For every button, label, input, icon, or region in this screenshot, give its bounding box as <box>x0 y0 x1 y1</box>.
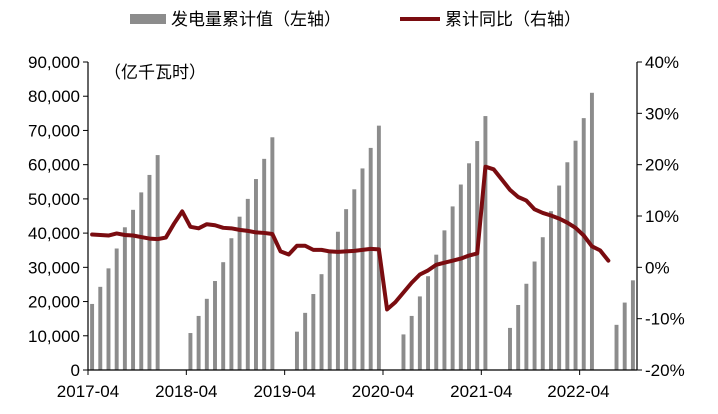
bar <box>467 163 471 370</box>
bar <box>303 312 308 370</box>
bar <box>155 155 160 370</box>
right-axis-tick-label: 10% <box>645 207 679 226</box>
line-series <box>90 164 611 312</box>
bar <box>524 283 529 370</box>
bar <box>458 184 463 370</box>
bar <box>98 286 103 370</box>
bar <box>483 116 488 370</box>
left-axis-tick-label: 40,000 <box>28 224 80 243</box>
bar <box>630 280 635 370</box>
x-axis-tick-label: 2017-04 <box>57 382 119 401</box>
bar <box>327 252 332 370</box>
line-path <box>90 164 611 312</box>
bar <box>245 198 250 370</box>
bar <box>319 274 324 370</box>
bar-series <box>90 92 635 371</box>
bar <box>311 294 316 370</box>
bar <box>294 331 299 370</box>
bar <box>622 302 627 370</box>
bar <box>270 137 275 370</box>
bar <box>139 192 144 370</box>
bar <box>426 276 431 370</box>
left-axis-tick-label: 0 <box>71 361 80 380</box>
right-axis-tick-label: 30% <box>645 104 679 123</box>
bar <box>360 168 365 370</box>
bar <box>532 261 537 370</box>
bar <box>581 118 586 371</box>
unit-label: （亿千瓦时） <box>104 63 206 83</box>
x-axis-tick-label: 2020-04 <box>352 382 414 401</box>
left-axis-tick-label: 60,000 <box>28 156 80 175</box>
bar <box>262 158 267 370</box>
right-axis-tick-label: -10% <box>645 310 685 329</box>
right-axis-tick-label: 40% <box>645 53 679 72</box>
bar <box>221 262 226 370</box>
bar <box>573 140 578 370</box>
bar <box>335 231 340 370</box>
bar <box>434 254 439 370</box>
bar <box>565 162 570 370</box>
x-axis-tick-label: 2019-04 <box>253 382 315 401</box>
left-axis-tick-label: 70,000 <box>28 121 80 140</box>
left-axis-tick-label: 30,000 <box>28 258 80 277</box>
bar <box>213 281 217 370</box>
bar <box>442 230 447 370</box>
axes: 0 10,000 20,000 30,000 40,000 50,000 60,000 70,… <box>28 53 685 401</box>
bar <box>368 147 373 370</box>
legend-label-line: 累计同比（右轴） <box>445 10 581 30</box>
bar <box>557 185 562 370</box>
left-axis-tick-label: 10,000 <box>28 327 80 346</box>
bar <box>237 216 242 370</box>
bar <box>131 209 136 370</box>
bar <box>204 298 209 370</box>
right-axis-tick-label: -20% <box>645 361 685 380</box>
bar <box>229 238 234 370</box>
bar <box>549 211 553 370</box>
bar <box>589 92 594 371</box>
x-axis-tick-label: 2022-04 <box>547 382 609 401</box>
bar <box>508 327 512 370</box>
bar <box>516 304 521 370</box>
left-axis-tick-label: 50,000 <box>28 190 80 209</box>
bar <box>114 248 119 370</box>
bar <box>417 296 422 370</box>
bar <box>614 324 619 370</box>
bar <box>90 303 95 370</box>
x-axis-tick-label: 2018-04 <box>155 382 217 401</box>
legend-swatch-bar <box>130 14 166 24</box>
bar <box>352 189 357 370</box>
bar <box>344 209 349 370</box>
bar <box>450 206 455 370</box>
bar <box>409 315 414 370</box>
bar <box>188 333 193 370</box>
right-axis-tick-label: 20% <box>645 156 679 175</box>
legend-label-bar: 发电量累计值（左轴） <box>171 10 341 30</box>
x-axis-tick-label: 2021-04 <box>450 382 512 401</box>
bar <box>147 174 152 370</box>
bar <box>401 334 406 370</box>
legend: 发电量累计值（左轴） 累计同比（右轴） <box>130 10 581 30</box>
left-axis-tick-label: 80,000 <box>28 87 80 106</box>
left-axis-tick-label: 20,000 <box>28 293 80 312</box>
bar <box>122 227 127 370</box>
right-axis-tick-label: 0% <box>645 258 670 277</box>
bar <box>196 315 201 370</box>
left-axis-tick-label: 90,000 <box>28 53 80 72</box>
bar <box>254 179 258 370</box>
bar <box>106 268 111 370</box>
bar <box>540 237 545 370</box>
